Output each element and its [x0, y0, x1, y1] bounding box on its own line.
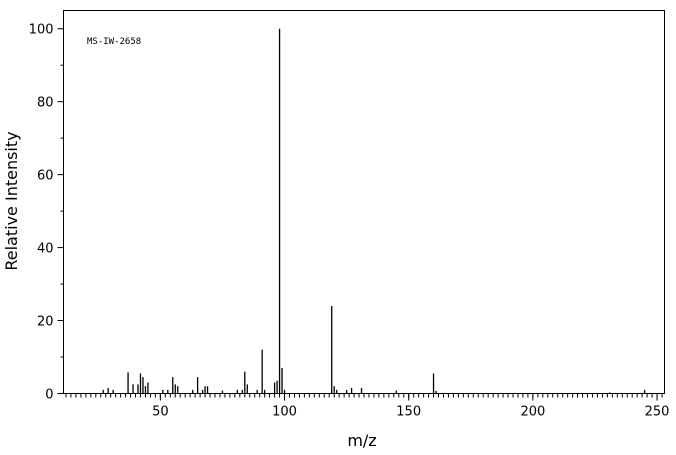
- x-tick-label: 250: [645, 405, 670, 420]
- x-tick-label: 150: [396, 405, 421, 420]
- x-tick-label: 100: [272, 405, 297, 420]
- y-tick-label: 40: [37, 242, 54, 257]
- x-tick-label: 200: [520, 405, 545, 420]
- y-tick-label: 100: [29, 23, 54, 38]
- y-tick-label: 60: [37, 169, 54, 184]
- y-tick-label: 20: [37, 315, 54, 330]
- annotation: MS-IW-2658: [87, 37, 141, 47]
- x-axis-label: m/z: [347, 431, 376, 450]
- x-tick-label: 50: [152, 405, 169, 420]
- plot-frame: [63, 10, 665, 394]
- y-axis-label: Relative Intensity: [2, 131, 21, 270]
- y-tick-label: 0: [45, 388, 53, 403]
- y-tick-label: 80: [37, 96, 54, 111]
